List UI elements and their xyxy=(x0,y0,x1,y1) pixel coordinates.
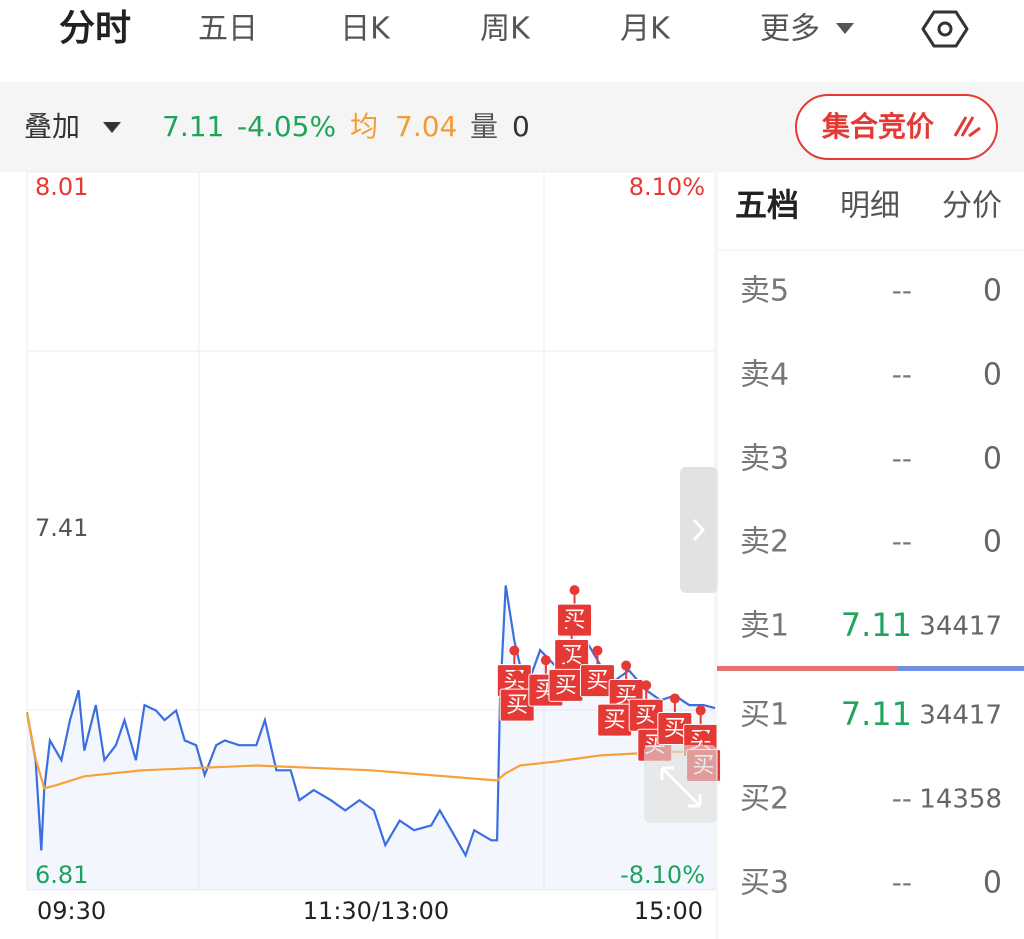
avg-line xyxy=(25,712,716,790)
level-price: -- xyxy=(892,442,912,475)
level-volume: 0 xyxy=(983,525,1002,560)
y2-tick-label: 8.10% xyxy=(629,173,705,201)
y-tick-label: 6.81 xyxy=(35,861,88,889)
level-price: 7.11 xyxy=(841,695,912,733)
signal-dot xyxy=(609,685,620,696)
signal-label: 买 xyxy=(555,673,577,698)
signal-label: 买 xyxy=(506,693,528,718)
volume-label: 量 xyxy=(470,110,498,143)
avg-label: 均 xyxy=(350,110,378,143)
level-label: 卖3 xyxy=(740,442,789,477)
signal-dot xyxy=(540,655,551,666)
level-price: -- xyxy=(892,525,912,558)
volume: 0 xyxy=(512,110,530,143)
auction-label: 集合竞价 xyxy=(821,110,935,143)
level-label: 卖5 xyxy=(740,274,789,309)
price: 7.11 xyxy=(162,110,224,143)
signal-dot xyxy=(512,670,523,681)
expand-button[interactable] xyxy=(644,745,717,823)
signal-dot xyxy=(698,730,709,741)
signal-dot xyxy=(569,585,580,596)
level-price: -- xyxy=(892,274,912,307)
signal-label: 买 xyxy=(604,708,626,733)
signal-dot xyxy=(621,660,632,671)
signal-dot xyxy=(695,705,706,716)
avg-price: 7.04 xyxy=(395,110,457,143)
level-volume: 0 xyxy=(983,358,1002,393)
level-label: 卖1 xyxy=(740,609,789,644)
signal-dot xyxy=(509,645,520,656)
book-tab[interactable]: 分价 xyxy=(942,189,1002,224)
y-tick-label: 8.01 xyxy=(35,173,88,201)
overlay-button[interactable]: 叠加 xyxy=(24,110,80,143)
signal-label: 买 xyxy=(664,716,686,741)
tab[interactable]: 周K xyxy=(480,12,531,47)
y2-tick-label: -8.10% xyxy=(620,861,705,889)
tab-more[interactable]: 更多 xyxy=(760,12,820,47)
tab[interactable]: 日K xyxy=(340,12,391,47)
signal-label: 买 xyxy=(586,669,608,694)
change: -4.05% xyxy=(237,110,336,143)
dropdown-arrow xyxy=(103,122,121,133)
tab[interactable]: 五日 xyxy=(198,12,258,47)
dropdown-arrow xyxy=(836,23,854,34)
signal-dot xyxy=(669,693,680,704)
signal-dot xyxy=(641,680,652,691)
signal-dot xyxy=(649,710,660,721)
tab[interactable]: 月K xyxy=(620,12,671,47)
level-volume: 34417 xyxy=(919,612,1002,642)
x-tick-label: 09:30 xyxy=(37,897,106,925)
signal-label: 买 xyxy=(635,703,657,728)
auction-icon xyxy=(953,116,981,138)
book-tab[interactable]: 明细 xyxy=(840,189,900,224)
level-label: 卖2 xyxy=(740,525,789,560)
level-label: 买1 xyxy=(740,698,789,733)
level-price: -- xyxy=(892,866,912,899)
signal-dot xyxy=(566,620,577,631)
level-price: -- xyxy=(892,358,912,391)
level-label: 买2 xyxy=(740,782,789,817)
settings-icon[interactable] xyxy=(921,10,969,48)
level-volume: 34417 xyxy=(919,701,1002,731)
level-label: 买3 xyxy=(740,866,789,901)
tab-active[interactable]: 分时 xyxy=(59,8,131,49)
collapse-handle[interactable] xyxy=(680,467,718,593)
level-volume: 14358 xyxy=(919,785,1002,815)
signal-marker xyxy=(557,603,593,637)
bid-ask-bar xyxy=(898,666,1024,671)
bid-ask-bar xyxy=(717,666,898,671)
x-tick-label: 15:00 xyxy=(634,897,703,925)
level-volume: 0 xyxy=(983,866,1002,901)
book-tab-active[interactable]: 五档 xyxy=(735,186,799,224)
level-price: -- xyxy=(892,782,912,815)
level-volume: 0 xyxy=(983,442,1002,477)
y-tick-label: 7.41 xyxy=(35,514,88,542)
signal-dot xyxy=(560,650,571,661)
level-volume: 0 xyxy=(983,274,1002,309)
level-price: 7.11 xyxy=(841,606,912,644)
level-label: 卖4 xyxy=(740,358,789,393)
signal-dot xyxy=(592,645,603,656)
x-tick-label: 11:30/13:00 xyxy=(303,897,449,925)
auction-button[interactable]: 集合竞价 xyxy=(795,94,998,160)
